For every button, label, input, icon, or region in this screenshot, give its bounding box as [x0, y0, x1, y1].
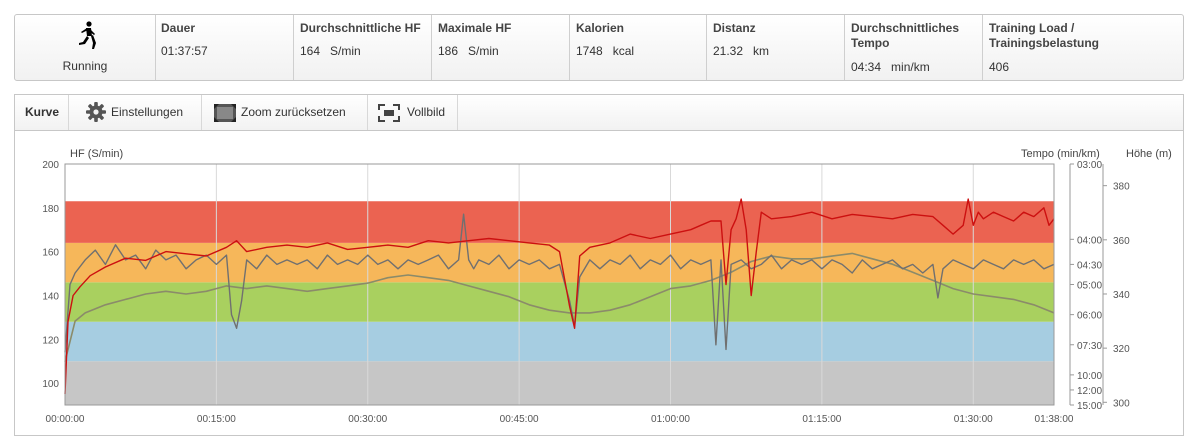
altitude-tick-label: 300 — [1113, 398, 1130, 409]
training-load-cell: Training Load / Trainingsbelastung 406 — [983, 15, 1183, 80]
fullscreen-button[interactable]: Vollbild — [367, 95, 458, 130]
hr-zone-0 — [65, 361, 1054, 405]
zoom-reset-button[interactable]: Zoom zurücksetzen — [201, 95, 368, 130]
avg-pace-title: Durchschnittliches Tempo — [851, 21, 960, 50]
gear-icon — [86, 102, 106, 122]
pace-tick-label: 03:00 — [1077, 160, 1102, 171]
settings-label: Einstellungen — [111, 105, 184, 119]
max-hr-value: 186 — [438, 44, 459, 58]
x-tick-label: 01:00:00 — [651, 414, 690, 425]
distance-title: Distanz — [713, 21, 756, 35]
sport-label: Running — [62, 59, 108, 73]
hr-tick-label: 180 — [42, 204, 59, 215]
altitude-axis-title: Höhe (m) — [1126, 148, 1172, 160]
training-chart[interactable]: 00:00:00 00:15:00 00:30:00 00:45:00 01:00:00… — [15, 131, 1183, 435]
sport-cell: Running — [15, 15, 156, 80]
pace-tick-label: 04:30 — [1077, 260, 1102, 271]
pace-tick-label: 06:00 — [1077, 311, 1102, 322]
pace-tick-label: 15:00 — [1077, 401, 1102, 412]
avg-pace-cell: Durchschnittliches Tempo 04:34 min/km — [845, 15, 983, 80]
x-tick-label: 00:00:00 — [46, 414, 85, 425]
distance-value: 21.32 — [713, 44, 744, 58]
calories-title: Kalorien — [576, 21, 625, 35]
pace-tick-label: 10:00 — [1077, 371, 1102, 382]
hr-tick-label: 100 — [42, 379, 59, 390]
chart-container: 00:00:00 00:15:00 00:30:00 00:45:00 01:00:00… — [14, 130, 1184, 436]
hr-tick-label: 200 — [42, 160, 59, 171]
hr-zone-4 — [65, 201, 1054, 243]
fullscreen-label: Vollbild — [407, 105, 446, 119]
chart-series — [64, 198, 1055, 395]
settings-button[interactable]: Einstellungen — [69, 95, 202, 130]
distance-unit: km — [753, 44, 770, 58]
training-load-value: 406 — [989, 60, 1010, 74]
hr-zone-3 — [65, 242, 1054, 283]
pace-tick-label: 07:30 — [1077, 341, 1102, 352]
pace-axis-title: Tempo (min/km) — [1021, 148, 1100, 160]
zoom-reset-label: Zoom zurücksetzen — [241, 105, 346, 119]
series-line-min-km — [64, 213, 1055, 353]
avg-pace-unit: min/km — [891, 60, 930, 74]
fullscreen-icon — [378, 104, 400, 122]
duration-value: 01:37:57 — [161, 44, 208, 58]
pace-tick-label: 05:00 — [1077, 281, 1102, 292]
x-tick-label: 00:15:00 — [197, 414, 236, 425]
max-hr-title: Maximale HF — [438, 21, 512, 35]
distance-cell: Distanz 21.32 km — [707, 15, 845, 80]
x-tick-label: 01:15:00 — [802, 414, 841, 425]
grid-lines — [215, 164, 974, 405]
altitude-tick-label: 320 — [1113, 344, 1130, 355]
series-line-bpm — [64, 198, 1055, 395]
duration-title: Dauer — [161, 21, 196, 35]
altitude-tick-label: 360 — [1113, 236, 1130, 247]
max-hr-unit: S/min — [468, 44, 499, 58]
x-tick-label: 01:30:00 — [954, 414, 993, 425]
hr-zone-2 — [65, 282, 1054, 322]
activity-summary: Running Dauer 01:37:57 Durchschnittliche… — [14, 14, 1184, 81]
calories-value: 1748 — [576, 44, 603, 58]
hr-tick-label: 160 — [42, 248, 59, 259]
hr-zone-1 — [65, 321, 1054, 362]
altitude-tick-label: 380 — [1113, 182, 1130, 193]
calories-unit: kcal — [612, 44, 635, 58]
chart-toolbar: Kurve Einstellungen Zoom zurücksetzen V — [14, 94, 1184, 130]
x-tick-label: 01:38:00 — [1035, 414, 1074, 425]
hr-tick-label: 120 — [42, 335, 59, 346]
x-tick-label: 00:30:00 — [348, 414, 387, 425]
avg-hr-cell: Durchschnittliche HF 164 S/min — [294, 15, 432, 80]
chart-axes: 00:00:00 00:15:00 00:30:00 00:45:00 01:00:00… — [42, 160, 1130, 425]
hr-tick-label: 140 — [42, 291, 59, 302]
training-load-title: Training Load / Trainingsbelastung — [989, 21, 1100, 50]
plot-frame — [64, 163, 1055, 406]
pace-tick-label: 12:00 — [1077, 386, 1102, 397]
avg-pace-value: 04:34 — [851, 60, 882, 74]
hr-zones — [65, 201, 1054, 405]
avg-hr-unit: S/min — [330, 44, 361, 58]
altitude-tick-label: 340 — [1113, 290, 1130, 301]
avg-hr-title: Durchschnittliche HF — [300, 21, 421, 35]
pace-tick-label: 04:00 — [1077, 235, 1102, 246]
tab-curve[interactable]: Kurve — [15, 95, 69, 130]
runner-icon — [79, 21, 96, 49]
duration-cell: Dauer 01:37:57 — [155, 15, 294, 80]
avg-hr-value: 164 — [300, 44, 321, 58]
zoom-reset-icon — [214, 104, 236, 122]
calories-cell: Kalorien 1748 kcal — [570, 15, 707, 80]
hr-axis-title: HF (S/min) — [70, 148, 123, 160]
max-hr-cell: Maximale HF 186 S/min — [432, 15, 570, 80]
x-tick-label: 00:45:00 — [500, 414, 539, 425]
